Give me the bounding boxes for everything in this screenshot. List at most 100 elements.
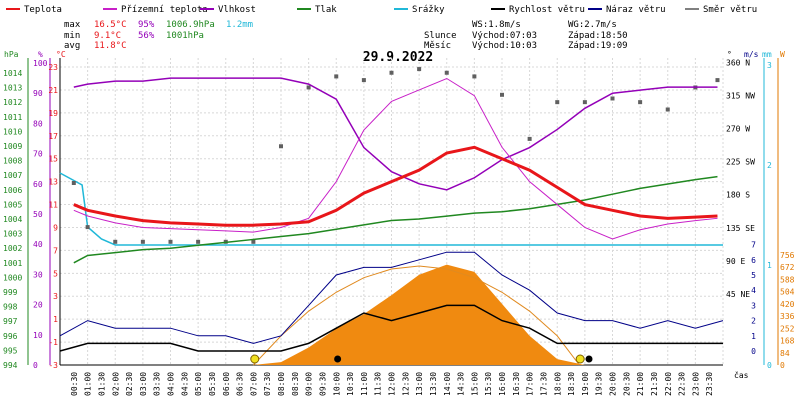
wind-direction-point bbox=[113, 239, 118, 244]
avg-temp: 11.8°C bbox=[94, 41, 127, 51]
hpa-tick-label: 1002 bbox=[3, 244, 22, 253]
c-tick-label: 11 bbox=[48, 201, 58, 210]
x-tick-label: 08:00 bbox=[277, 372, 286, 396]
pressure-line bbox=[73, 175, 718, 264]
ground-temperature-line bbox=[73, 77, 718, 240]
moon-label: Měsíc bbox=[424, 41, 451, 51]
x-tick-label: 04:00 bbox=[167, 372, 176, 396]
max-temp: 16.5°C bbox=[94, 20, 127, 30]
x-tick-label: 15:00 bbox=[470, 372, 479, 396]
x-tick-label: 15:30 bbox=[484, 372, 493, 396]
x-tick-label: 05:00 bbox=[194, 372, 203, 396]
wind-direction-point bbox=[279, 144, 283, 149]
wind-direction-point bbox=[361, 78, 366, 83]
x-tick-label: 03:30 bbox=[153, 372, 162, 396]
min-temp: 9.1°C bbox=[94, 31, 121, 41]
x-tick-label: 16:30 bbox=[512, 372, 521, 396]
x-tick-label: 19:30 bbox=[595, 372, 604, 396]
pct-tick-label: 50 bbox=[33, 210, 43, 219]
min-press: 1001hPa bbox=[166, 31, 204, 41]
precipitation-line bbox=[59, 172, 723, 246]
wind-direction-point bbox=[610, 96, 615, 101]
moonrise-marker bbox=[334, 355, 342, 363]
hpa-tick-label: 1012 bbox=[3, 98, 22, 107]
avg-label: avg bbox=[64, 41, 80, 51]
x-tick-label: 07:00 bbox=[249, 372, 258, 396]
pct-tick-label: 10 bbox=[33, 331, 43, 340]
hpa-unit: hPa bbox=[4, 50, 19, 59]
min-label: min bbox=[64, 31, 80, 41]
dir-tick-label: 45 NE bbox=[726, 290, 750, 299]
x-tick-label: 12:30 bbox=[401, 372, 410, 396]
wind-direction-point bbox=[140, 239, 145, 244]
pct-tick-label: 70 bbox=[33, 150, 43, 159]
w-tick-label: 252 bbox=[780, 324, 795, 333]
x-tick-label: 06:30 bbox=[236, 372, 245, 396]
c-tick-label: 21 bbox=[48, 86, 58, 95]
x-tick-label: 13:30 bbox=[429, 372, 438, 396]
w-tick-label: 504 bbox=[780, 288, 795, 297]
wind-direction-point bbox=[251, 239, 256, 244]
pct-tick-label: 30 bbox=[33, 270, 43, 279]
moonrise: Východ:10:03 bbox=[472, 41, 537, 51]
dir-tick-label: 135 SE bbox=[726, 224, 755, 233]
ms-tick-label: 1 bbox=[751, 332, 756, 341]
x-tick-label: 10:30 bbox=[346, 372, 355, 396]
max-hum: 95% bbox=[138, 20, 155, 30]
x-tick-label: 18:30 bbox=[567, 372, 576, 396]
w-tick-label: 336 bbox=[780, 312, 795, 321]
ms-tick-label: 3 bbox=[751, 301, 756, 310]
chart-title: 29.9.2022 bbox=[363, 50, 433, 65]
hpa-tick-label: 1009 bbox=[3, 142, 22, 151]
x-tick-label: 17:00 bbox=[526, 372, 535, 396]
legend-label: Směr větru bbox=[703, 5, 757, 15]
x-tick-label: 08:30 bbox=[291, 372, 300, 396]
w-tick-label: 420 bbox=[780, 300, 795, 309]
hpa-tick-label: 1014 bbox=[3, 69, 22, 78]
ms-tick-label: 6 bbox=[751, 256, 756, 265]
pct-unit: % bbox=[38, 50, 43, 59]
hpa-tick-label: 998 bbox=[3, 303, 18, 312]
x-tick-label: 13:00 bbox=[415, 372, 424, 396]
x-tick-label: 14:30 bbox=[457, 372, 466, 396]
legend-label: Rychlost větru bbox=[509, 5, 585, 15]
x-tick-label: 12:00 bbox=[388, 372, 397, 396]
dir-tick-label: 180 S bbox=[726, 191, 750, 200]
hpa-tick-label: 1001 bbox=[3, 259, 22, 268]
dir-tick-label: 315 NW bbox=[726, 91, 755, 100]
sunset: Západ:18:50 bbox=[568, 31, 628, 41]
hpa-tick-label: 1011 bbox=[3, 113, 22, 122]
x-tick-label: 05:30 bbox=[208, 372, 217, 396]
dir-tick-label: 225 SW bbox=[726, 158, 755, 167]
hpa-tick-label: 1007 bbox=[3, 171, 22, 180]
hpa-tick-label: 996 bbox=[3, 332, 18, 341]
hpa-tick-label: 1008 bbox=[3, 157, 22, 166]
hpa-tick-label: 1003 bbox=[3, 230, 22, 239]
w-tick-label: 588 bbox=[780, 275, 795, 284]
x-tick-label: 17:30 bbox=[539, 372, 548, 396]
plot-area bbox=[59, 67, 724, 366]
hpa-tick-label: 1006 bbox=[3, 186, 22, 195]
wind-direction-point bbox=[417, 67, 422, 72]
dir-tick-label: 90 E bbox=[726, 257, 745, 266]
pct-tick-label: 100 bbox=[33, 59, 48, 68]
wind-direction-point bbox=[555, 100, 560, 105]
legend-label: Přízemní teplota bbox=[121, 5, 208, 15]
w-tick-label: 756 bbox=[780, 251, 795, 260]
pct-tick-label: 90 bbox=[33, 89, 43, 98]
max-press: 1006.9hPa bbox=[166, 20, 215, 30]
x-tick-label: 19:00 bbox=[581, 372, 590, 396]
c-tick-label: 1 bbox=[53, 315, 58, 324]
x-tick-label: 10:00 bbox=[332, 372, 341, 396]
wind-direction-point bbox=[389, 70, 394, 75]
wind-direction-point bbox=[638, 100, 643, 105]
axes: 1014101310121011101010091008100710061005… bbox=[3, 58, 795, 396]
mm-tick-label: 3 bbox=[767, 61, 772, 70]
ms-tick-label: 5 bbox=[751, 271, 756, 280]
hpa-tick-label: 1005 bbox=[3, 200, 22, 209]
pct-tick-label: 0 bbox=[33, 361, 38, 370]
wind-direction-point bbox=[500, 92, 504, 97]
hpa-tick-label: 1004 bbox=[3, 215, 22, 224]
solar-radiation-area bbox=[253, 264, 585, 365]
x-tick-label: 09:00 bbox=[305, 372, 314, 396]
